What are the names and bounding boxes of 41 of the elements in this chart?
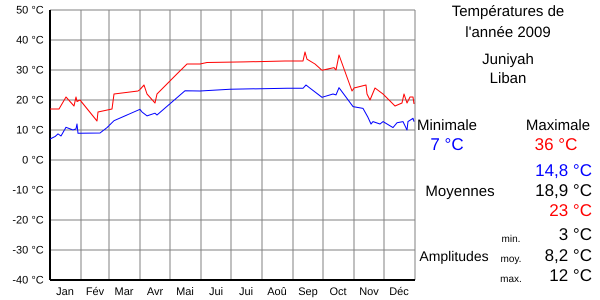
y-tick-label: -30 °C xyxy=(12,244,44,257)
line-series xyxy=(50,84,414,140)
x-tick-label: Déc xyxy=(389,286,410,298)
text: 3 °C xyxy=(558,225,592,244)
x-tick-label: Aoû xyxy=(267,286,287,298)
text: 18,9 °C xyxy=(535,181,592,200)
x-tick-label: Jui xyxy=(208,286,224,298)
x-tick-label: Mar xyxy=(114,286,134,298)
x-tick-label: Fév xyxy=(86,286,105,298)
y-tick-label: -10 °C xyxy=(12,184,44,197)
text: 23 °C xyxy=(549,201,592,220)
text: Maximale xyxy=(526,117,590,134)
x-tick-label: Sep xyxy=(298,286,318,298)
line-series xyxy=(50,52,414,122)
text: 8,2 °C xyxy=(544,246,592,265)
text: min. xyxy=(502,234,520,245)
text: Juniyah Liban xyxy=(482,51,534,87)
text: moy. xyxy=(500,254,522,265)
x-tick-label: Jan xyxy=(56,286,74,298)
text: 36 °C xyxy=(534,135,578,154)
text: Températures de l'année 2009 xyxy=(452,3,564,41)
y-tick-label: 40 °C xyxy=(16,34,44,47)
x-tick-label: Jui xyxy=(238,286,254,298)
y-tick-label: 10 °C xyxy=(16,124,44,137)
text: 14,8 °C xyxy=(535,161,592,180)
y-tick-label: 50 °C xyxy=(16,4,44,17)
y-tick-label: -40 °C xyxy=(12,274,44,287)
x-tick-label: Mai xyxy=(176,286,194,298)
x-tick-label: Nov xyxy=(359,286,380,298)
text: max. xyxy=(500,274,522,285)
y-tick-label: 20 °C xyxy=(16,94,44,107)
x-tick-label: Oct xyxy=(329,286,347,298)
y-tick-label: 30 °C xyxy=(16,64,44,77)
y-tick-label: 0 °C xyxy=(22,154,44,167)
y-tick-label: -20 °C xyxy=(12,214,44,227)
text: Minimale xyxy=(416,117,478,134)
text: 7 °C xyxy=(430,135,464,154)
text: Amplitudes xyxy=(419,248,489,264)
text: Moyennes xyxy=(425,183,495,200)
text: 12 °C xyxy=(549,266,592,285)
x-tick-label: Avr xyxy=(146,286,164,298)
